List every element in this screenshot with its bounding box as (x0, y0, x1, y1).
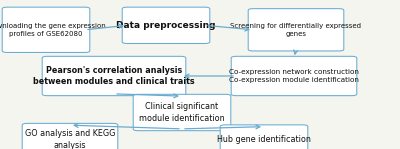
Text: Co-expression network construction
Co-expression module identification: Co-expression network construction Co-ex… (229, 69, 359, 83)
FancyBboxPatch shape (2, 7, 90, 52)
Text: Screening for differentially expressed
genes: Screening for differentially expressed g… (230, 23, 362, 37)
FancyBboxPatch shape (231, 56, 357, 96)
FancyBboxPatch shape (248, 9, 344, 51)
Text: GO analysis and KEGG
analysis: GO analysis and KEGG analysis (25, 129, 115, 149)
FancyBboxPatch shape (220, 125, 308, 149)
FancyBboxPatch shape (42, 56, 186, 96)
Text: Clinical significant
module identification: Clinical significant module identificati… (139, 102, 225, 123)
FancyBboxPatch shape (122, 7, 210, 44)
Text: Data preprocessing: Data preprocessing (116, 21, 216, 30)
FancyBboxPatch shape (22, 123, 118, 149)
Text: Pearson's correlation analysis
between modules and clinical traits: Pearson's correlation analysis between m… (33, 66, 195, 86)
Text: Downloading the gene expression
profiles of GSE62080: Downloading the gene expression profiles… (0, 23, 105, 37)
FancyBboxPatch shape (133, 94, 231, 131)
Text: Hub gene identification: Hub gene identification (217, 135, 311, 144)
